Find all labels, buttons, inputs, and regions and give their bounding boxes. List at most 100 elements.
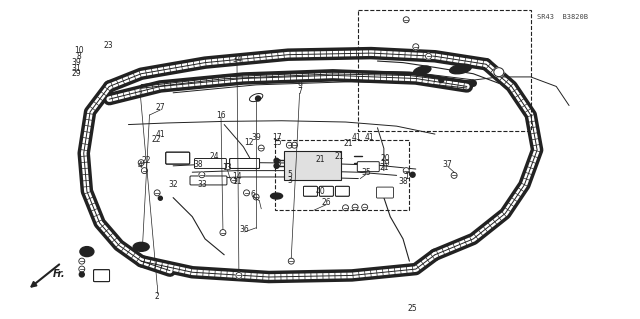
Text: 41: 41	[365, 133, 374, 142]
Circle shape	[291, 142, 298, 148]
FancyBboxPatch shape	[195, 159, 227, 168]
Text: 27: 27	[156, 103, 165, 112]
Ellipse shape	[271, 193, 283, 199]
Text: 12: 12	[244, 137, 253, 146]
FancyBboxPatch shape	[230, 159, 260, 168]
Circle shape	[286, 142, 292, 148]
Text: 5: 5	[287, 170, 292, 179]
Circle shape	[288, 258, 294, 264]
Text: 6: 6	[250, 190, 255, 199]
Text: 23: 23	[103, 41, 113, 50]
Text: SR43  B3820B: SR43 B3820B	[537, 14, 588, 19]
Text: 29: 29	[71, 69, 81, 78]
Text: 37: 37	[443, 160, 452, 169]
Text: 39: 39	[71, 58, 81, 67]
Text: 41: 41	[351, 133, 361, 142]
Text: 40: 40	[315, 187, 325, 196]
Text: 24: 24	[210, 152, 220, 161]
Text: 20: 20	[380, 154, 390, 163]
Circle shape	[244, 190, 250, 196]
Ellipse shape	[413, 66, 431, 75]
Text: 16: 16	[216, 111, 226, 120]
Circle shape	[79, 258, 84, 264]
Text: 38: 38	[398, 177, 408, 186]
Circle shape	[138, 160, 144, 166]
Text: 25: 25	[408, 304, 417, 313]
Text: 22: 22	[151, 135, 161, 144]
Circle shape	[451, 172, 457, 178]
Text: 4: 4	[138, 161, 142, 170]
Ellipse shape	[450, 64, 471, 74]
Text: 2: 2	[155, 292, 159, 300]
Text: 31: 31	[71, 64, 81, 73]
Ellipse shape	[250, 93, 263, 102]
Circle shape	[470, 80, 476, 86]
FancyBboxPatch shape	[93, 270, 109, 282]
Circle shape	[259, 145, 264, 151]
Circle shape	[231, 177, 237, 183]
Circle shape	[141, 167, 147, 174]
FancyBboxPatch shape	[190, 176, 227, 185]
Text: 21: 21	[379, 163, 388, 172]
Text: 19: 19	[380, 159, 390, 168]
FancyBboxPatch shape	[284, 151, 340, 181]
Circle shape	[199, 172, 205, 178]
FancyBboxPatch shape	[335, 186, 349, 196]
Circle shape	[79, 266, 84, 272]
Ellipse shape	[494, 68, 504, 77]
Circle shape	[413, 44, 419, 50]
Ellipse shape	[133, 242, 149, 251]
Text: 32: 32	[168, 181, 178, 189]
Text: 34: 34	[232, 55, 242, 64]
Text: 9: 9	[297, 81, 302, 90]
Text: 21: 21	[344, 139, 353, 148]
FancyBboxPatch shape	[357, 162, 380, 172]
Text: 1: 1	[404, 173, 408, 182]
Circle shape	[410, 172, 415, 177]
Circle shape	[439, 78, 444, 83]
Text: 39: 39	[252, 133, 261, 142]
Text: 36: 36	[240, 225, 250, 234]
Text: 38: 38	[194, 160, 204, 169]
Text: Fr.: Fr.	[53, 269, 66, 279]
FancyBboxPatch shape	[166, 152, 189, 164]
Circle shape	[403, 17, 409, 23]
Text: 35: 35	[361, 168, 371, 177]
Text: 18: 18	[272, 159, 282, 168]
FancyBboxPatch shape	[319, 186, 333, 196]
Circle shape	[158, 196, 163, 200]
Circle shape	[426, 53, 431, 59]
Text: 26: 26	[321, 198, 331, 207]
Text: 11: 11	[232, 177, 242, 186]
Bar	[275, 140, 410, 210]
Text: 21: 21	[335, 152, 344, 161]
Circle shape	[255, 96, 260, 101]
Bar	[358, 10, 531, 131]
Circle shape	[362, 204, 368, 210]
Circle shape	[342, 205, 349, 211]
FancyBboxPatch shape	[303, 186, 317, 196]
Circle shape	[352, 204, 358, 210]
Circle shape	[274, 158, 279, 163]
Text: 8: 8	[76, 52, 81, 61]
Text: 7: 7	[297, 87, 302, 96]
Circle shape	[79, 272, 84, 277]
Text: 17: 17	[272, 133, 282, 142]
Text: 13: 13	[223, 163, 232, 172]
Ellipse shape	[80, 247, 94, 256]
Circle shape	[274, 163, 279, 168]
Text: 21: 21	[316, 155, 324, 164]
Circle shape	[220, 230, 226, 235]
Circle shape	[236, 272, 242, 278]
Text: 15: 15	[272, 138, 282, 147]
Text: 10: 10	[74, 46, 83, 55]
Text: 14: 14	[232, 172, 242, 181]
Circle shape	[403, 167, 409, 174]
Text: 3: 3	[287, 176, 292, 185]
Text: 22: 22	[141, 156, 151, 165]
Text: 33: 33	[197, 180, 207, 189]
FancyBboxPatch shape	[376, 187, 394, 198]
Text: 41: 41	[156, 130, 165, 139]
Circle shape	[154, 190, 160, 196]
Circle shape	[253, 194, 259, 200]
